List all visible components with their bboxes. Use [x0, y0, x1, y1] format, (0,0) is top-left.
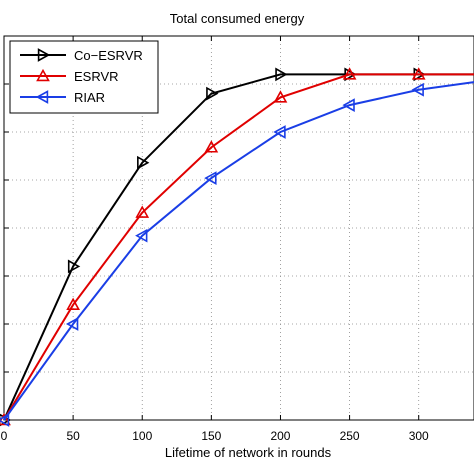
legend: Co−ESRVR ESRVR RIAR — [9, 40, 159, 114]
series-2 — [0, 81, 474, 427]
legend-label: RIAR — [74, 90, 105, 105]
legend-marker — [35, 90, 49, 104]
data-point — [135, 205, 150, 218]
x-tick-label: 200 — [270, 429, 290, 443]
x-tick-label: 300 — [409, 429, 429, 443]
x-tick-label: 250 — [340, 429, 360, 443]
legend-items: Co−ESRVR ESRVR RIAR — [20, 48, 143, 105]
series-line — [3, 73, 474, 421]
data-point — [67, 259, 81, 274]
chart-title: Total consumed energy — [170, 11, 305, 26]
data-point — [66, 297, 80, 311]
x-axis-label: Lifetime of network in rounds — [165, 445, 332, 460]
legend-marker — [37, 48, 51, 62]
legend-label: Co−ESRVR — [74, 48, 143, 63]
x-tick-label: 50 — [66, 429, 80, 443]
data-point — [204, 140, 219, 153]
data-point — [344, 67, 357, 82]
data-point — [273, 90, 288, 103]
data-point — [137, 155, 150, 170]
data-point — [65, 317, 79, 331]
legend-item: Co−ESRVR — [20, 48, 143, 63]
data-point — [273, 125, 286, 139]
data-point — [275, 67, 288, 82]
series-1 — [0, 67, 474, 426]
data-point — [411, 82, 424, 97]
x-tick-label: 100 — [132, 429, 152, 443]
data-point — [135, 228, 148, 243]
data-point — [204, 171, 217, 185]
data-point — [0, 412, 11, 426]
legend-marker — [36, 68, 50, 82]
data-point — [342, 98, 355, 112]
axis-ticks: 0 50 100 150 200 250 300 — [1, 35, 429, 443]
legend-label: ESRVR — [74, 69, 119, 84]
series-group — [0, 67, 474, 427]
legend-item: ESRVR — [20, 68, 119, 84]
data-point — [0, 413, 10, 427]
data-point — [206, 86, 219, 101]
series-line — [3, 81, 474, 421]
x-tick-label: 0 — [1, 429, 8, 443]
data-point — [411, 67, 426, 80]
series-0 — [0, 67, 474, 427]
data-point — [342, 67, 357, 80]
x-tick-label: 150 — [201, 429, 221, 443]
legend-item: RIAR — [20, 90, 105, 105]
